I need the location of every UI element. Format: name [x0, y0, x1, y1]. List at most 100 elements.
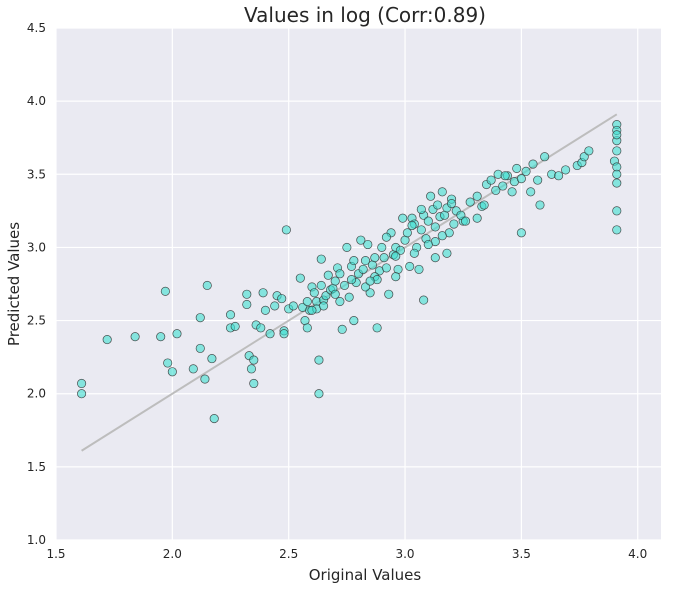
data-point	[309, 288, 319, 298]
grid-lines	[55, 27, 661, 541]
data-point	[202, 280, 212, 291]
data-point	[270, 301, 280, 311]
data-point	[323, 270, 333, 280]
data-point	[339, 280, 350, 291]
data-point	[356, 235, 366, 245]
data-point	[430, 222, 440, 232]
data-point	[102, 335, 112, 345]
data-point	[526, 187, 536, 197]
data-point	[584, 146, 594, 156]
data-point	[307, 305, 317, 315]
x-tick-labels: 1.5 2.0 2.5 3.0 3.5 4.0	[46, 547, 647, 561]
data-point	[437, 187, 447, 197]
data-point	[423, 216, 433, 226]
data-point	[379, 253, 389, 263]
data-point	[319, 301, 329, 311]
data-point	[349, 256, 359, 266]
data-point	[500, 171, 510, 181]
data-point	[358, 264, 368, 274]
data-point	[384, 289, 394, 299]
y-tick-label: 3.0	[27, 240, 46, 254]
data-point	[302, 323, 312, 333]
y-tick-label: 2.0	[27, 387, 46, 401]
data-point	[540, 152, 550, 162]
data-point	[612, 130, 622, 140]
data-point	[426, 191, 436, 201]
data-point	[163, 358, 173, 368]
data-point	[314, 389, 324, 399]
data-point	[360, 256, 371, 266]
x-tick-label: 3.5	[512, 547, 531, 561]
data-point	[365, 276, 375, 286]
data-point	[225, 310, 236, 320]
data-point	[414, 264, 424, 274]
data-point	[449, 219, 459, 229]
data-point	[409, 248, 419, 258]
data-point	[370, 253, 380, 263]
data-point	[363, 239, 373, 250]
y-tick-label: 4.5	[27, 21, 46, 35]
data-point	[512, 163, 522, 173]
data-point	[265, 329, 275, 339]
data-point	[260, 305, 270, 315]
chart-title: Values in log (Corr:0.89)	[244, 3, 486, 27]
data-point	[507, 187, 517, 197]
data-point	[302, 297, 312, 307]
data-point	[460, 216, 471, 226]
data-point	[528, 159, 538, 169]
x-tick-label: 2.0	[163, 547, 182, 561]
y-tick-label: 1.0	[27, 533, 46, 547]
x-tick-label: 2.5	[279, 547, 298, 561]
data-point	[472, 191, 482, 201]
y-tick-label: 3.5	[27, 167, 46, 181]
data-point	[377, 242, 387, 252]
data-point	[447, 198, 457, 209]
data-point	[188, 364, 198, 374]
data-point	[288, 301, 298, 311]
data-point	[256, 323, 266, 333]
x-tick-label: 1.5	[46, 547, 65, 561]
data-point	[314, 355, 324, 365]
data-point	[209, 414, 219, 424]
data-point	[391, 251, 401, 261]
data-point	[381, 263, 391, 273]
y-tick-label: 1.5	[27, 460, 46, 474]
data-point	[416, 204, 426, 214]
data-point	[167, 367, 177, 377]
data-point	[612, 206, 622, 216]
x-axis-label: Original Values	[309, 566, 422, 584]
data-point	[346, 275, 357, 285]
data-point	[246, 364, 257, 374]
data-point	[405, 261, 415, 271]
data-point	[416, 225, 426, 235]
x-tick-label: 3.0	[395, 547, 414, 561]
data-point	[230, 321, 240, 331]
data-point	[330, 289, 340, 299]
data-point	[398, 213, 408, 223]
y-tick-label: 4.0	[27, 94, 46, 108]
data-point	[498, 181, 508, 191]
data-point	[130, 332, 140, 342]
data-point	[344, 292, 354, 302]
data-point	[423, 239, 433, 250]
data-point	[419, 295, 429, 305]
data-point	[172, 329, 182, 339]
data-point	[77, 389, 87, 399]
data-point	[342, 242, 352, 252]
data-point	[381, 232, 391, 242]
data-points	[77, 119, 622, 424]
data-point	[561, 165, 571, 175]
data-point	[407, 220, 417, 231]
data-point	[258, 288, 268, 298]
data-point	[430, 253, 440, 263]
data-point	[391, 272, 401, 282]
data-point	[249, 378, 259, 389]
data-point	[207, 354, 217, 364]
data-point	[472, 213, 482, 223]
data-point	[195, 313, 205, 323]
data-point	[242, 289, 252, 299]
data-point	[316, 280, 326, 291]
data-point	[433, 200, 443, 210]
